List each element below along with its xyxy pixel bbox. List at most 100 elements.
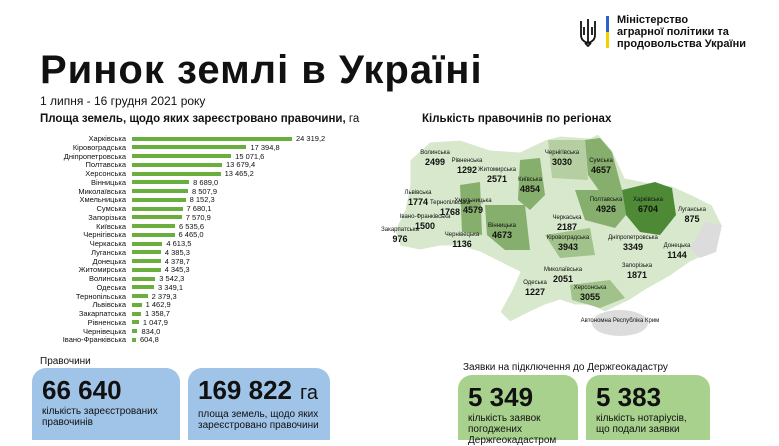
trident-icon [580, 19, 596, 47]
region-value: 2499 [424, 157, 446, 167]
region-name: Херсонська [573, 285, 607, 291]
bar-label: Луганська [91, 247, 126, 257]
region-kyiv [518, 158, 545, 210]
region-kharkiv [622, 182, 676, 235]
bar [132, 329, 138, 333]
bar-value: 7 680,1 [186, 204, 212, 213]
bar-label: Волинська [89, 274, 126, 283]
region-name: Вінницька [488, 223, 516, 229]
bar-label: Черкаська [89, 239, 126, 248]
deals-area-desc: площа земель, щодо яких зареєстровано пр… [198, 409, 319, 431]
bar-value: 4 613,5 [166, 239, 192, 248]
approved-count: 5 349 [468, 382, 534, 412]
notaries-desc: кількість нотаріусів, що подали заявки [596, 413, 687, 435]
deals-area-card: 169 822 га площа земель, щодо яких зареєс… [188, 368, 330, 440]
bar [132, 294, 148, 298]
map-region-label: Закарпатська 976 [381, 227, 419, 245]
region-value: 2051 [552, 274, 574, 284]
region-value: 1500 [414, 221, 436, 231]
region-poltava [575, 190, 626, 228]
bar-value: 4 345,3 [164, 265, 190, 275]
map-region-label: Донецька 1144 [664, 243, 691, 261]
date-range: 1 липня - 16 грудня 2021 року [40, 94, 206, 108]
bar-label: Харківська [88, 134, 126, 143]
bar-value: 8 507,9 [191, 186, 217, 196]
map-region-label: Тернопільська 1768 [430, 200, 470, 218]
bar-row: Кіровоградська 17 394,8 [40, 143, 280, 152]
bar-value: 8 152,3 [189, 195, 215, 205]
map-region-label: Рівненська 1292 [452, 158, 483, 176]
map-region-label: Полтавська 4926 [590, 197, 622, 215]
region-value: 4579 [462, 205, 484, 215]
bar-value: 834,0 [141, 326, 161, 336]
bar-row: Запорізька 7 570,9 [40, 213, 211, 222]
deals-count-desc: кількість зареєстрованих правочинів [42, 406, 158, 428]
bar [132, 180, 190, 185]
bar-value: 3 349,1 [158, 282, 184, 292]
notaries-count: 5 383 [596, 382, 662, 412]
map-region-label: Житомирська 2571 [478, 167, 516, 185]
bar-value: 15 071,6 [235, 151, 265, 161]
bar-row: Івано-Франківська 604,8 [40, 335, 159, 344]
map-title: Кількість правочинів по регіонах [422, 113, 612, 125]
bar-label: Івано-Франківська [62, 335, 126, 345]
approved-desc: кількість заявок погоджених Держгеокадас… [468, 413, 557, 446]
bar-label: Закарпатська [78, 309, 126, 318]
map-region-label: Кіровоградська 3943 [547, 235, 590, 253]
bar-label: Хмельницька [79, 195, 126, 205]
bar-row: Рівненська 1 047,9 [40, 318, 168, 327]
bar-value: 17 394,8 [250, 142, 280, 152]
region-name: Сумська [589, 158, 613, 164]
bar-row: Волинська 3 542,3 [40, 274, 184, 283]
region-kirovohrad [545, 228, 595, 258]
region-value: 4657 [590, 165, 612, 175]
bar-value: 7 570,9 [185, 212, 211, 222]
region-value: 1144 [667, 250, 687, 260]
deals-area: 169 822 [198, 375, 292, 405]
bar-row: Харківська 24 319,2 [40, 134, 326, 143]
crimea-label: Автономна Республіка Крим [580, 318, 660, 324]
bar-value: 1 462,9 [145, 300, 171, 310]
map-region-label: Черкаська 2187 [553, 215, 582, 233]
notaries-card: 5 383 кількість нотаріусів, що подали за… [586, 375, 710, 440]
region-name: Рівненська [451, 158, 483, 164]
map-region-label: Запорізька 1871 [622, 263, 652, 281]
bar-value: 13 465,2 [224, 169, 254, 178]
area-unit: га [299, 382, 318, 404]
bar [132, 145, 247, 150]
bar [132, 154, 232, 158]
bar-value: 4 378,7 [164, 256, 190, 266]
bar-label: Тернопільська [75, 291, 126, 301]
region-name: Полтавська [589, 197, 623, 203]
region-value: 4854 [519, 184, 541, 194]
bar-label: Одеська [96, 282, 127, 292]
bar-label: Запорізька [88, 212, 126, 222]
region-value: 1774 [407, 197, 429, 207]
bar [132, 162, 222, 167]
bar [132, 285, 155, 290]
bar-label: Чернівецька [82, 326, 126, 336]
map-region-label: Харківська 6704 [633, 197, 663, 215]
region-name: Луганська [678, 207, 706, 213]
region-name: Одеська [523, 280, 547, 286]
region-name: Харківська [633, 197, 663, 203]
region-name: Житомирська [478, 167, 516, 173]
bar-value: 1 358,7 [144, 309, 170, 318]
bar-label: Дніпропетровська [63, 151, 126, 161]
bar [132, 267, 161, 272]
region-name: Тернопільська [429, 200, 471, 206]
region-name: Закарпатська [381, 227, 419, 233]
bar-label: Київська [96, 221, 126, 231]
region-value: 1136 [452, 239, 472, 249]
map-region-label: Вінницька 4673 [488, 223, 516, 241]
bar-row: Закарпатська 1 358,7 [40, 309, 170, 318]
bar [132, 189, 188, 193]
bar-row: Полтавська 13 679,4 [40, 160, 256, 169]
region-value: 3349 [622, 242, 644, 252]
bar [132, 224, 175, 228]
bar-value: 4 385,3 [164, 247, 190, 257]
region-vinnytsia [485, 205, 530, 250]
map-region-label: Луганська 875 [678, 207, 706, 225]
bar [132, 311, 141, 316]
bar-row: Миколаївська 8 507,9 [40, 187, 217, 196]
